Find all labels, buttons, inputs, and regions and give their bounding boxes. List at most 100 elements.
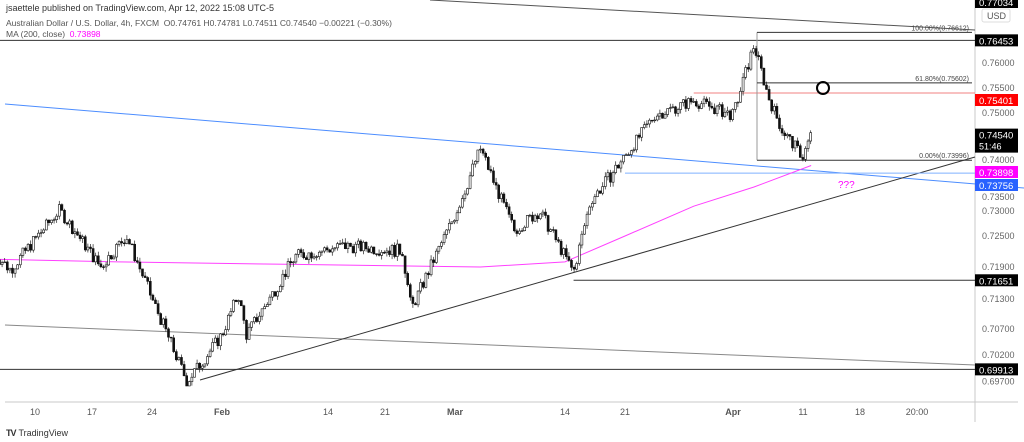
candle: [549, 229, 552, 232]
candle: [689, 98, 693, 103]
candle: [609, 172, 612, 183]
candle: [801, 157, 805, 160]
candle: [476, 149, 480, 162]
x-tick-label: 10: [30, 407, 40, 417]
candle: [208, 350, 212, 357]
candle: [367, 248, 370, 253]
candle: [796, 140, 799, 147]
candle: [741, 76, 745, 92]
candle: [767, 89, 771, 101]
candle: [744, 67, 747, 78]
price-label-box: [975, 274, 1018, 287]
candle: [359, 240, 363, 252]
candle: [294, 254, 298, 263]
price-label-box: [975, 166, 1018, 178]
candle: [567, 256, 571, 261]
candle: [187, 381, 191, 387]
x-tick-label: 18: [855, 407, 865, 417]
candle: [406, 273, 409, 286]
candle: [481, 148, 485, 154]
candle: [102, 266, 105, 268]
y-tick-label: 0.71900: [982, 262, 1015, 272]
candle: [247, 326, 251, 340]
candle: [89, 246, 92, 249]
candle: [169, 336, 173, 339]
candle: [128, 239, 131, 245]
candle: [237, 300, 240, 302]
candle: [325, 247, 329, 251]
candle: [525, 215, 529, 228]
candle: [723, 111, 727, 117]
candle: [42, 229, 45, 233]
target-circle[interactable]: [816, 81, 830, 95]
candle: [713, 107, 716, 115]
candle: [304, 257, 308, 260]
price-label: 0.74540: [979, 131, 1013, 142]
x-tick-label: 14: [560, 407, 570, 417]
candle: [458, 206, 461, 214]
candle: [479, 148, 482, 151]
candle: [726, 110, 729, 113]
candle: [408, 284, 412, 298]
candle: [562, 248, 565, 255]
candle: [156, 303, 160, 314]
candle: [364, 241, 368, 250]
fib-level-label: 61.80%(0.75602): [915, 76, 969, 83]
candle: [720, 104, 724, 117]
candle: [728, 110, 732, 120]
candle: [310, 252, 313, 259]
candle: [603, 176, 607, 187]
candle: [512, 219, 516, 232]
candle: [341, 242, 344, 245]
candle: [385, 250, 389, 254]
candle: [762, 67, 766, 86]
candle: [471, 163, 474, 177]
candle: [50, 219, 53, 223]
candle: [650, 119, 654, 122]
tradingview-logo[interactable]: TV TradingView: [6, 428, 68, 438]
candle: [333, 247, 337, 250]
ma-label[interactable]: MA (200, close): [6, 29, 66, 39]
candle: [26, 244, 30, 251]
candle: [250, 321, 253, 328]
candle: [536, 215, 539, 219]
candle: [570, 260, 573, 268]
candle: [754, 48, 758, 56]
price-label-box: [975, 363, 1018, 376]
candle: [544, 211, 547, 216]
candle: [510, 214, 513, 221]
candle: [593, 196, 597, 204]
candle: [375, 253, 378, 255]
symbol-title[interactable]: Australian Dollar / U.S. Dollar, 4h, FXC…: [6, 18, 160, 28]
y-tick-label: 0.73500: [982, 192, 1015, 202]
candle: [585, 213, 589, 227]
candle: [791, 136, 794, 149]
candle: [141, 268, 144, 277]
candle: [213, 337, 217, 343]
candle: [291, 261, 295, 264]
candle: [276, 291, 279, 297]
support-trendline[interactable]: [199, 156, 976, 381]
candle: [564, 248, 568, 257]
resistance-trendline-top[interactable]: [429, 0, 976, 31]
candle: [772, 106, 776, 112]
candle: [497, 184, 500, 199]
candle: [502, 193, 506, 203]
candle: [403, 255, 407, 274]
candle: [705, 98, 708, 102]
candle: [694, 101, 698, 107]
bar-countdown: 51:46: [979, 142, 1002, 152]
candle: [434, 250, 438, 263]
blue-trendline[interactable]: [4, 103, 1024, 189]
price-label-box: [975, 34, 1018, 47]
x-tick-label: 20:00: [906, 407, 929, 417]
candle: [265, 304, 269, 307]
candle: [486, 157, 490, 170]
y-tick-label: 0.73000: [982, 206, 1015, 216]
candle: [369, 246, 373, 253]
candle: [614, 164, 617, 173]
lower-channel-line[interactable]: [4, 324, 976, 366]
candle: [31, 236, 35, 251]
candle: [666, 108, 669, 115]
